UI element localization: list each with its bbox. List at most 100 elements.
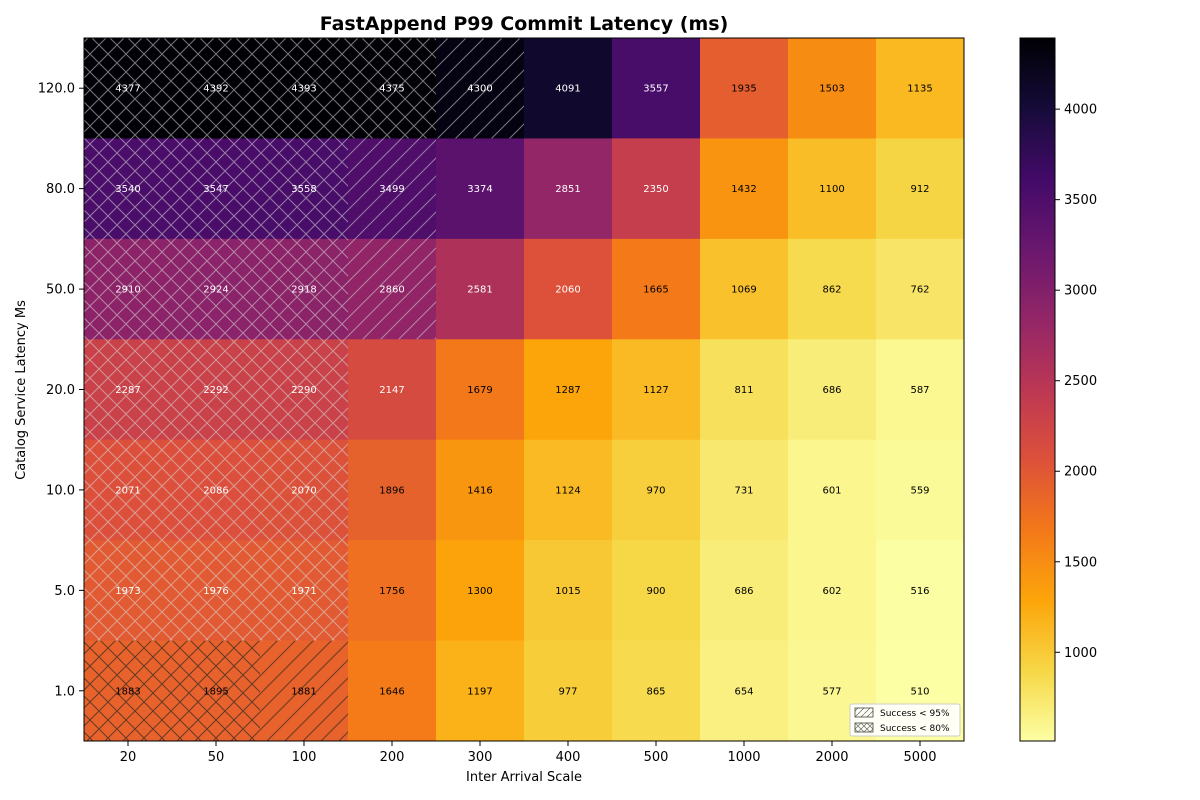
cell-value-label: 900 [646,586,665,597]
heatmap-cell [876,238,965,340]
cell-value-label: 3547 [203,184,228,195]
heatmap-cell [348,339,437,441]
cell-value-label: 587 [910,385,929,396]
cell-value-label: 686 [822,385,841,396]
colorbar-tick-label: 1500 [1064,555,1097,570]
colorbar-ticks: 1000 1500 2000 2500 3000 3500 4000 [1055,103,1097,661]
heatmap-cell [700,38,789,139]
cell-value-label: 2581 [467,285,492,296]
heatmap-cell-hatch [172,540,260,641]
heatmap-cell-hatch [84,439,172,541]
heatmap-cell-hatch [172,138,260,239]
heatmap-cell [524,640,613,742]
cell-value-label: 4392 [203,84,228,95]
x-tick-label: 300 [468,750,493,765]
cell-value-label: 865 [646,686,665,697]
cell-value-label: 2086 [203,485,228,496]
cell-value-label: 1665 [643,285,668,296]
cell-value-label: 2350 [643,184,668,195]
cell-value-label: 1287 [555,385,580,396]
y-tick-label: 120.0 [38,82,75,97]
heatmap-cell-hatch [348,238,436,340]
heatmap-cell [788,439,877,541]
x-tick-label: 100 [292,750,317,765]
heatmap-cell [700,339,789,441]
heatmap-cell-hatch [84,540,172,641]
cell-value-label: 2060 [555,285,580,296]
cell-value-label: 1503 [819,84,844,95]
heatmap-cells [84,38,965,742]
legend-swatch-cross [854,722,874,733]
heatmap-cell [876,138,965,240]
heatmap-cell [612,640,701,742]
heatmap-cell [788,38,877,139]
x-tick-label: 1000 [727,750,760,765]
cell-value-label: 2290 [291,385,316,396]
legend-label-2: Success < 80% [880,724,950,734]
heatmap-cell-hatch [172,339,260,440]
heatmap-cell [524,339,613,441]
heatmap-cell [876,439,965,541]
heatmap-cell [700,439,789,541]
heatmap-cell [524,540,613,642]
heatmap-cell [436,540,525,642]
cell-value-label: 2070 [291,485,316,496]
cell-value-label: 4393 [291,84,316,95]
y-tick-label: 50.0 [46,283,75,298]
cell-value-label: 977 [558,686,577,697]
heatmap-cell-hatch [84,138,172,239]
cell-value-label: 862 [822,285,841,296]
y-tick-label: 80.0 [46,182,75,197]
heatmap-cell-hatch [172,439,260,541]
x-tick-label: 50 [208,750,225,765]
heatmap-cell-hatch [260,439,348,541]
cell-value-label: 1197 [467,686,492,697]
cell-value-label: 602 [822,586,841,597]
cell-value-label: 686 [734,586,753,597]
cell-value-label: 2851 [555,184,580,195]
cell-value-label: 2918 [291,285,316,296]
heatmap-cell [348,640,437,742]
heatmap-cell [436,138,525,240]
cell-value-label: 2147 [379,385,404,396]
cell-value-label: 970 [646,485,665,496]
cell-value-label: 516 [910,586,929,597]
x-tick-label: 400 [556,750,581,765]
heatmap-cell [612,540,701,642]
heatmap-cell [524,439,613,541]
legend-label-1: Success < 95% [880,709,950,719]
heatmap-cell-hatch [260,640,348,741]
cell-value-label: 3540 [115,184,140,195]
heatmap-cell [612,439,701,541]
heatmap-cell [436,238,525,340]
legend-box [849,703,961,737]
cell-value-label: 1896 [379,485,404,496]
cell-value-label: 1973 [115,586,140,597]
heatmap-cell-hatch [260,138,348,239]
colorbar: 1000 1500 2000 2500 3000 3500 4000 [1019,37,1097,742]
heatmap-cell [348,439,437,541]
cell-value-label: 1100 [819,184,844,195]
y-tick-label: 1.0 [54,684,75,699]
x-tick-label: 2000 [815,750,848,765]
colorbar-tick-label: 2000 [1064,465,1097,480]
heatmap-cell [436,640,525,742]
cell-value-label: 731 [734,485,753,496]
cell-value-label: 1679 [467,385,492,396]
y-tick-label: 10.0 [46,483,75,498]
heatmap-cell [788,238,877,340]
heatmap-cell-hatch [84,640,172,741]
heatmap-cell [788,138,877,240]
heatmap-cell [524,238,613,340]
cell-value-label: 577 [822,686,841,697]
y-tick-label: 5.0 [54,584,75,599]
cell-value-label: 559 [910,485,929,496]
x-tick-label: 200 [380,750,405,765]
heatmap-cell [612,238,701,340]
y-axis-label: Catalog Service Latency Ms [14,300,29,480]
cell-value-label: 510 [910,686,929,697]
colorbar-tick-label: 1000 [1064,646,1097,661]
cell-value-label: 1971 [291,586,316,597]
heatmap-cell-hatch [436,38,524,139]
cell-value-label: 2924 [203,285,228,296]
